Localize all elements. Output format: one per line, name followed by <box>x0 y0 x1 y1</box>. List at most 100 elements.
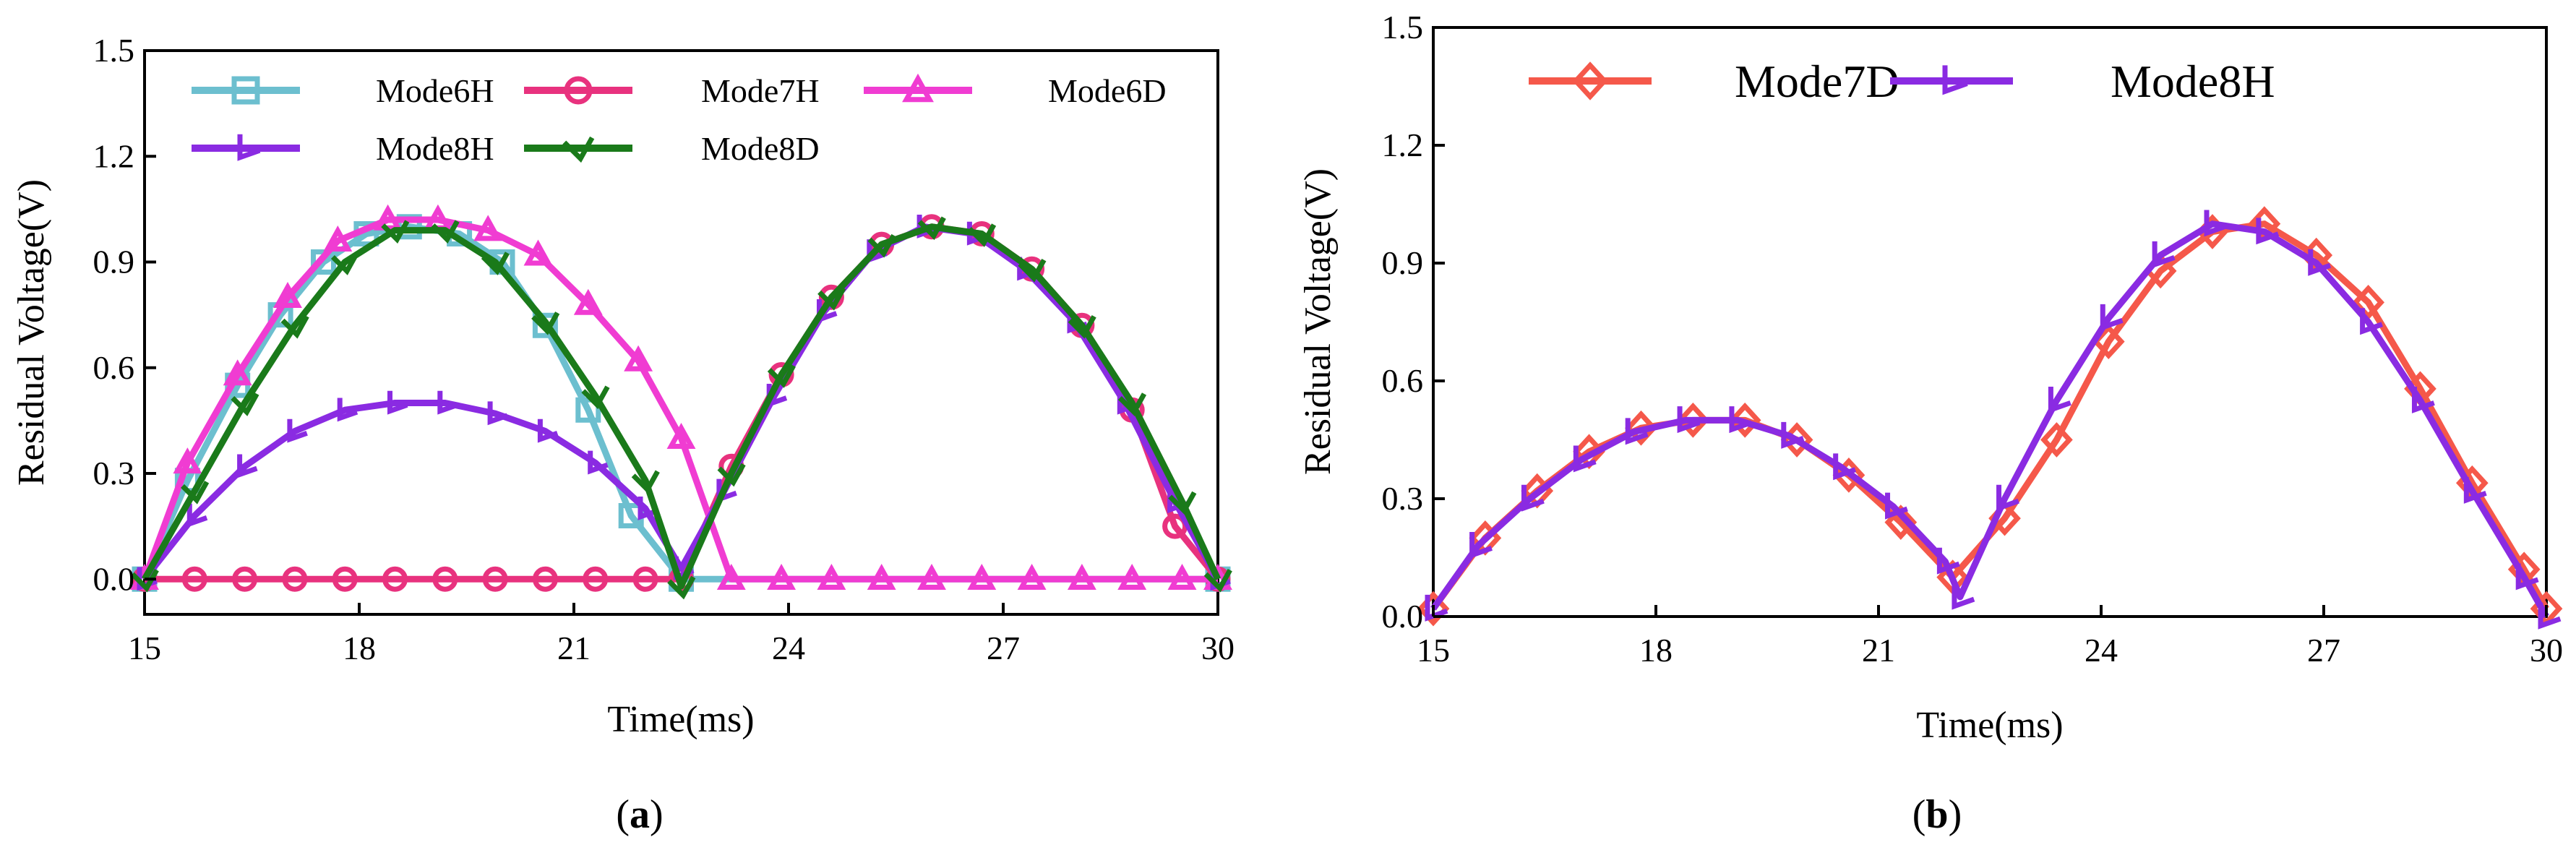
point-mode8h <box>186 503 208 528</box>
point-mode6h <box>575 397 601 423</box>
point-mode8h <box>2463 476 2487 504</box>
point-mode8h <box>1781 421 1805 449</box>
point-mode8h <box>2538 602 2562 630</box>
legend-marker-mode8h <box>237 134 261 161</box>
point-mode8h <box>1521 484 1545 512</box>
point-mode8h <box>387 390 408 415</box>
x-tick-label: 18 <box>343 630 376 666</box>
point-mode6d <box>523 239 553 266</box>
point-mode7h <box>583 566 609 592</box>
point-mode6d <box>666 423 696 449</box>
point-mode8d <box>631 470 660 494</box>
x-tick-label: 21 <box>557 630 591 666</box>
panel-b: 0.0 0.3 0.6 0.9 1.2 1.5 15 18 21 24 27 30 Time(ms)… <box>1297 9 2563 837</box>
point-mode8h <box>2308 249 2332 276</box>
y-tick-label: 0.3 <box>93 455 135 491</box>
series-line-mode8h <box>1430 220 2549 619</box>
point-mode6d <box>1117 564 1147 590</box>
point-mode6d <box>573 288 603 315</box>
point-mode8h <box>1729 406 1753 434</box>
point-mode6d <box>716 564 746 590</box>
point-mode7d <box>1728 402 1761 438</box>
point-mode8h <box>1425 594 1448 622</box>
legend-a: Mode6H Mode7H Mode6D Mode8H Mode8D <box>192 72 1167 167</box>
point-mode8d <box>1068 314 1096 339</box>
x-tick-label: 27 <box>987 630 1020 666</box>
point-mode8h <box>487 401 509 426</box>
point-mode8h <box>2360 308 2383 335</box>
legend-label-mode6d: Mode6D <box>1048 72 1167 109</box>
legend-label-mode8h: Mode8H <box>2111 56 2275 107</box>
point-mode8h <box>237 454 258 478</box>
point-mode7d <box>1676 402 1709 438</box>
point-mode6d <box>967 564 997 590</box>
y-axis-label-a: Residual Voltage(V) <box>11 179 52 486</box>
point-mode6d <box>223 359 252 386</box>
x-tick-label: 15 <box>1417 632 1450 669</box>
point-mode7d <box>2040 422 2073 458</box>
x-tick-label: 30 <box>2530 632 2563 669</box>
point-mode8h <box>2152 241 2176 268</box>
x-tick-label: 15 <box>128 630 161 666</box>
point-mode7h <box>432 566 458 592</box>
x-tick-label: 18 <box>1639 632 1673 669</box>
y-tick-label: 0.6 <box>93 349 135 386</box>
point-mode8h <box>437 390 458 415</box>
point-mode8d <box>767 364 796 388</box>
point-mode8d <box>280 314 309 339</box>
x-tick-label: 27 <box>2307 632 2340 669</box>
point-mode8d <box>531 312 560 335</box>
legend-marker-mode6h <box>231 76 260 105</box>
caption-b-letter: b <box>1925 792 1948 837</box>
point-mode8h <box>537 418 559 443</box>
point-mode8d <box>817 286 846 311</box>
point-mode7h <box>332 566 358 592</box>
point-mode6h <box>311 249 336 275</box>
point-mode8d <box>431 220 460 244</box>
legend-marker-mode7d <box>1572 61 1608 100</box>
point-mode6d <box>624 345 653 372</box>
point-mode6d <box>1167 564 1197 590</box>
y-tick-label: 0.6 <box>1382 362 1424 399</box>
y-ticks-a: 0.0 0.3 0.6 0.9 1.2 1.5 <box>93 32 156 597</box>
y-tick-label: 0.0 <box>1382 598 1424 635</box>
point-mode8h <box>2515 563 2539 591</box>
point-mode8d <box>581 385 610 410</box>
x-tick-label: 24 <box>772 630 805 666</box>
point-mode6h <box>532 312 558 338</box>
series-line-mode7d <box>1430 220 2549 611</box>
point-mode6d <box>1067 564 1096 590</box>
point-mode8h <box>337 398 359 422</box>
x-tick-label: 24 <box>2085 632 2118 669</box>
plot-frame-a <box>143 49 1219 616</box>
point-mode8d <box>1018 258 1047 283</box>
y-tick-label: 1.2 <box>1382 126 1424 163</box>
caption-b-close: ) <box>1949 792 1962 837</box>
caption-b-open: ( <box>1912 792 1926 837</box>
panel-a: 0.0 0.3 0.6 0.9 1.2 1.5 15 18 21 24 27 30 Time(ms)… <box>11 32 1235 837</box>
point-mode7h <box>482 566 508 592</box>
legend-marker-mode7h <box>564 76 593 105</box>
point-mode6d <box>1017 564 1047 590</box>
y-tick-label: 0.9 <box>93 244 135 280</box>
point-mode8h <box>2256 218 2280 245</box>
point-mode6d <box>473 215 503 241</box>
point-mode8h <box>1952 583 1975 610</box>
point-mode8h <box>1833 453 1857 481</box>
point-mode8h <box>2411 386 2435 413</box>
point-mode8d <box>667 575 696 600</box>
legend-label-mode7h: Mode7H <box>701 72 820 109</box>
point-mode7d <box>1884 505 1918 540</box>
point-mode8d <box>130 568 159 593</box>
point-mode7d <box>2352 284 2384 320</box>
point-mode8h <box>588 450 609 475</box>
caption-b: (b) <box>1912 792 1962 837</box>
point-mode7h <box>382 566 408 592</box>
point-mode8d <box>1203 568 1232 593</box>
plot-frame-b <box>1432 26 2548 618</box>
point-mode8d <box>968 223 997 247</box>
point-mode8h <box>1885 492 1908 520</box>
y-tick-label: 0.3 <box>1382 480 1424 517</box>
caption-a-close: ) <box>650 792 664 837</box>
caption-a: (a) <box>616 792 663 837</box>
